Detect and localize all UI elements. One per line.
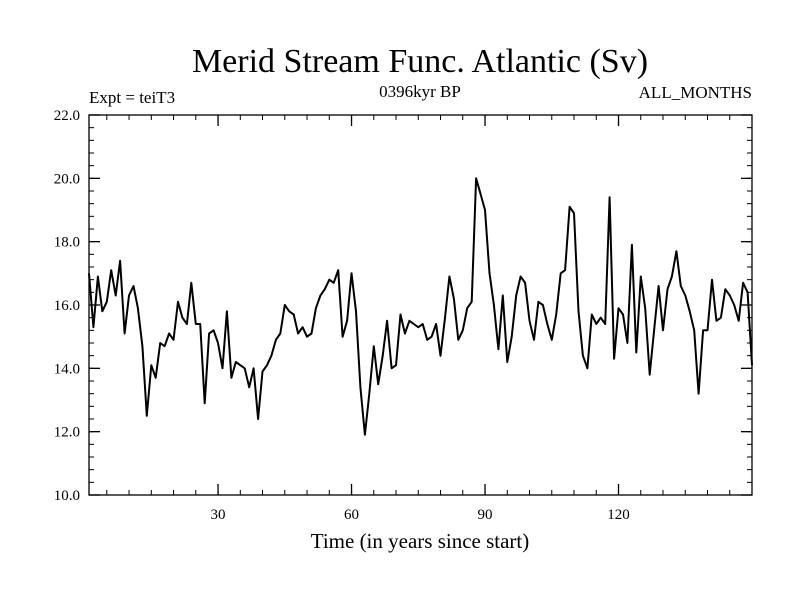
y-tick-label: 10.0 (54, 488, 80, 504)
x-axis: 30 60 90 120 (211, 115, 630, 523)
y-tick-label: 20.0 (54, 171, 80, 187)
x-tick-label: 120 (607, 507, 630, 523)
y-tick-label: 16.0 (54, 298, 80, 314)
y-tick-label: 22.0 (54, 108, 80, 124)
chart-title: Merid Stream Func. Atlantic (Sv) (192, 43, 648, 80)
x-tick-label: 30 (211, 507, 226, 523)
y-tick-label: 18.0 (54, 235, 80, 251)
period-label: 0396kyr BP (379, 82, 461, 101)
y-tick-label: 12.0 (54, 425, 80, 441)
x-tick-label: 90 (478, 507, 493, 523)
x-tick-label: 60 (344, 507, 359, 523)
y-axis: 10.0 12.0 14.0 16.0 18.0 20.0 22.0 (54, 108, 752, 504)
experiment-label: Expt = teiT3 (89, 88, 175, 107)
series-line (88, 177, 753, 436)
x-axis-label: Time (in years since start) (311, 529, 530, 553)
months-label: ALL_MONTHS (639, 83, 752, 102)
y-tick-label: 14.0 (54, 361, 80, 377)
